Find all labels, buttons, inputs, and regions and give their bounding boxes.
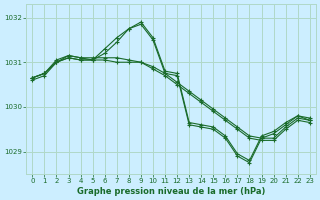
X-axis label: Graphe pression niveau de la mer (hPa): Graphe pression niveau de la mer (hPa) <box>77 187 265 196</box>
